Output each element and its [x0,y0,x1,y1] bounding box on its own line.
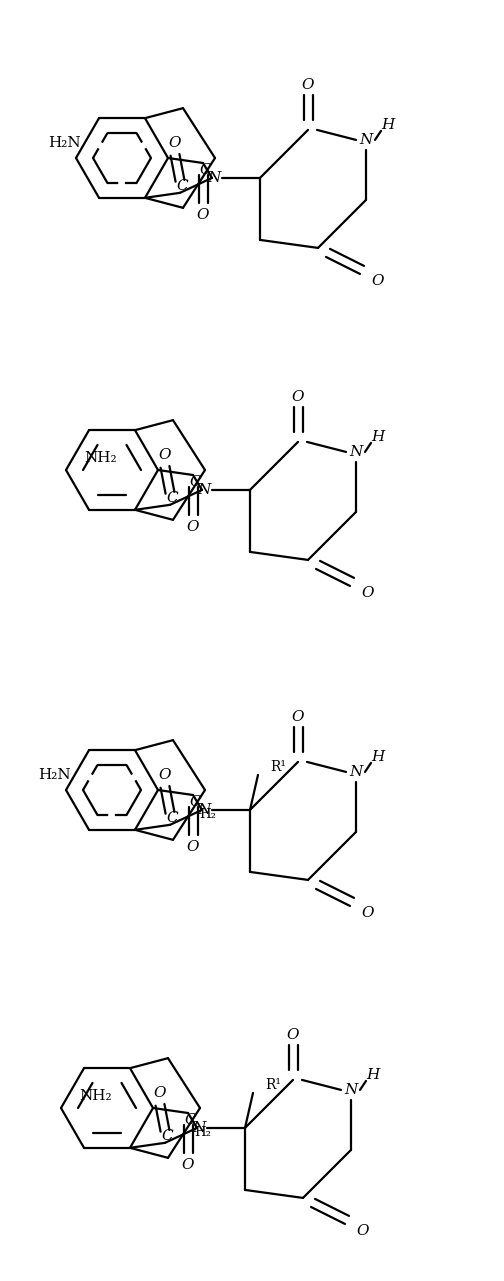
Text: H: H [382,118,395,132]
Text: H: H [371,749,385,763]
Text: O: O [362,906,374,920]
Text: O: O [372,274,384,288]
Text: O: O [302,78,314,92]
Text: C: C [161,1129,173,1143]
Text: N: N [197,483,211,497]
Text: C: C [166,811,178,825]
Text: N: N [207,170,221,184]
Text: N: N [349,445,363,459]
Text: H: H [371,430,385,445]
Text: O: O [362,585,374,600]
Text: H₂N: H₂N [48,136,81,150]
Text: N: N [359,133,372,147]
Text: N: N [197,803,211,817]
Text: C: C [166,491,178,505]
Text: O: O [187,840,199,854]
Text: NH₂: NH₂ [79,1089,111,1103]
Text: R¹: R¹ [265,1077,281,1091]
Text: H₂: H₂ [195,1126,212,1140]
Text: O: O [154,1086,166,1100]
Text: O: O [159,448,171,462]
Text: N: N [193,1121,206,1135]
Text: O: O [287,1027,299,1041]
Text: N: N [344,1082,358,1097]
Text: N: N [349,765,363,779]
Text: H₂N: H₂N [38,769,71,783]
Text: O: O [187,520,199,534]
Text: H: H [366,1068,380,1082]
Text: O: O [292,710,304,724]
Text: O: O [357,1223,369,1237]
Text: O: O [169,136,181,150]
Text: C: C [189,796,201,810]
Text: C: C [176,179,188,193]
Text: C: C [184,1113,196,1127]
Text: O: O [292,389,304,404]
Text: H₂: H₂ [200,808,217,821]
Text: O: O [159,767,171,781]
Text: R¹: R¹ [270,760,286,774]
Text: C: C [189,475,201,489]
Text: C: C [199,163,211,177]
Text: O: O [197,208,209,222]
Text: O: O [182,1158,194,1172]
Text: NH₂: NH₂ [84,451,116,465]
